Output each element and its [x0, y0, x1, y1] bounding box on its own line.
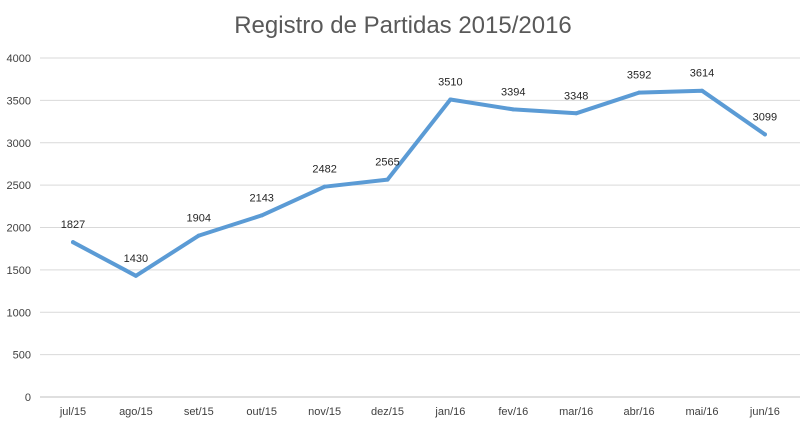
- x-tick-label: ago/15: [119, 406, 153, 418]
- y-axis-tick-labels: 0 500 1000 1500 2000 2500 3000 3500 4000: [7, 53, 31, 404]
- data-label: 2482: [312, 164, 336, 176]
- data-label: 3510: [438, 77, 462, 89]
- y-tick-label: 3000: [7, 138, 31, 150]
- gridlines: [40, 57, 800, 398]
- x-tick-label: mai/16: [685, 406, 718, 418]
- series-layer: [71, 88, 767, 278]
- data-label: 3592: [627, 70, 651, 82]
- data-label: 2143: [249, 192, 273, 204]
- data-label: 2565: [375, 157, 399, 169]
- data-point: [700, 88, 704, 93]
- y-tick-label: 2500: [7, 180, 31, 192]
- y-tick-label: 0: [25, 392, 31, 404]
- series-line: [71, 88, 767, 278]
- data-label: 3394: [501, 86, 525, 98]
- x-axis-tick-labels: jul/15 ago/15 set/15 out/15 nov/15 dez/15 jan/…: [59, 406, 780, 418]
- data-label: 1827: [61, 219, 85, 231]
- x-tick-label: abr/16: [623, 406, 654, 418]
- data-point: [196, 233, 201, 238]
- y-tick-label: 2000: [7, 223, 31, 235]
- data-labels: 1827 1430 1904 2143 2482 2565 3510 3394 3348 3592…: [61, 68, 777, 265]
- data-label: 1430: [124, 253, 148, 265]
- data-label: 3614: [690, 68, 714, 80]
- data-point: [511, 107, 516, 112]
- y-tick-label: 1500: [7, 265, 31, 277]
- data-label: 3099: [753, 111, 777, 123]
- data-point: [637, 90, 642, 95]
- data-point: [71, 240, 75, 245]
- data-point: [448, 97, 453, 102]
- data-point: [574, 111, 579, 116]
- x-tick-label: dez/15: [371, 406, 404, 418]
- x-tick-label: jul/15: [59, 406, 86, 418]
- x-tick-label: out/15: [246, 406, 277, 418]
- data-point: [762, 132, 767, 137]
- data-point: [322, 184, 327, 189]
- y-tick-label: 4000: [7, 53, 31, 65]
- x-tick-label: fev/16: [498, 406, 528, 418]
- x-tick-label: jun/16: [749, 406, 780, 418]
- x-tick-label: jan/16: [434, 406, 465, 418]
- data-point: [259, 213, 264, 218]
- y-tick-label: 1000: [7, 307, 31, 319]
- x-tick-label: set/15: [184, 406, 214, 418]
- data-point: [385, 177, 390, 182]
- data-label: 1904: [187, 213, 211, 225]
- y-tick-label: 3500: [7, 95, 31, 107]
- chart-title: Registro de Partidas 2015/2016: [234, 12, 572, 39]
- data-label: 3348: [564, 90, 588, 102]
- x-tick-label: nov/15: [308, 406, 341, 418]
- data-point: [133, 273, 138, 278]
- y-tick-label: 500: [13, 350, 31, 362]
- x-tick-label: mar/16: [559, 406, 593, 418]
